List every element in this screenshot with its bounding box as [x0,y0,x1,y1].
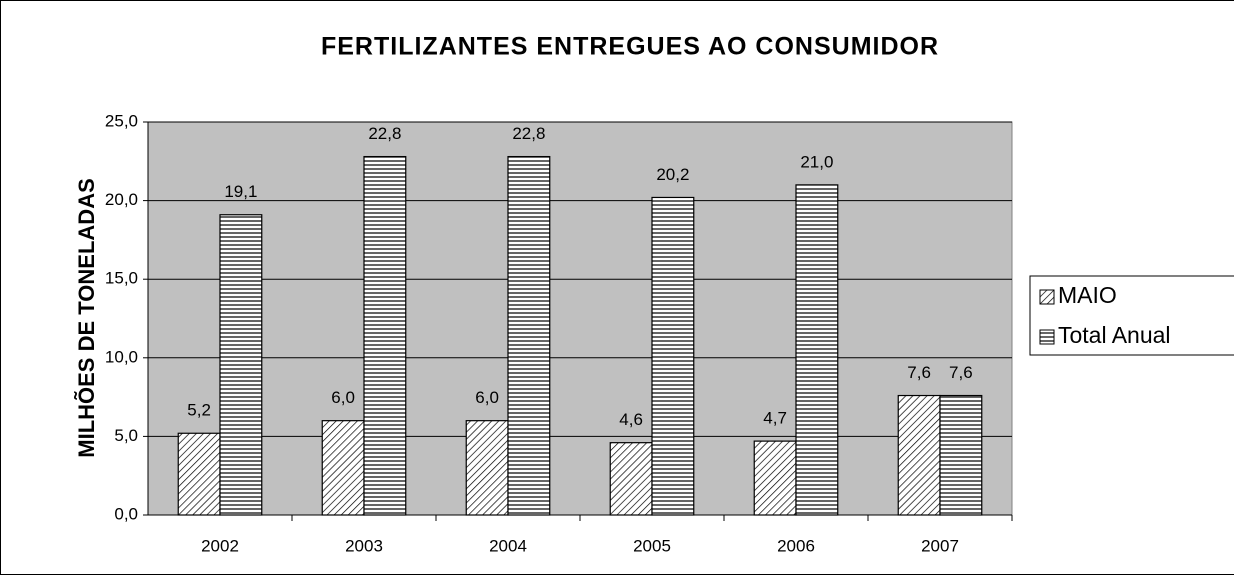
bar [651,196,695,516]
x-tick-label: 2004 [489,536,527,555]
data-label: 6,0 [475,388,499,407]
data-label: 7,6 [907,363,931,382]
bar [219,214,263,516]
y-tick-label: 10,0 [105,347,138,366]
bar [609,442,653,516]
data-label: 4,7 [763,409,787,428]
bar [465,420,509,516]
bar [363,155,407,516]
data-label: 20,2 [656,165,689,184]
bar [795,184,839,516]
bar [753,440,797,516]
bar [177,432,221,516]
data-label: 21,0 [800,152,833,171]
y-tick-label: 5,0 [114,426,138,445]
data-label: 7,6 [949,363,973,382]
bar [897,394,941,516]
plot-area [147,121,1013,516]
data-label: 19,1 [224,182,257,201]
x-tick-label: 2007 [921,536,959,555]
y-tick-label: 25,0 [105,111,138,130]
data-label: 6,0 [331,388,355,407]
legend-label: MAIO [1058,282,1117,308]
y-tick-label: 0,0 [114,504,138,523]
chart-title: FERTILIZANTES ENTREGUES AO CONSUMIDOR [321,33,939,61]
data-label: 4,6 [619,410,643,429]
legend [1029,275,1234,356]
x-tick-label: 2002 [201,536,239,555]
legend-label: Total Anual [1058,322,1171,348]
x-tick-label: 2003 [345,536,383,555]
bar [507,155,551,516]
data-label: 22,8 [512,124,545,143]
bar [321,420,365,516]
data-label: 5,2 [187,401,211,420]
legend-swatch [1039,329,1055,345]
x-tick-label: 2006 [777,536,815,555]
x-tick-label: 2005 [633,536,671,555]
legend-swatch [1039,289,1055,305]
y-tick-label: 20,0 [105,190,138,209]
y-axis-label: MILHÕES DE TONELADAS [74,178,99,458]
bar [939,394,983,516]
data-label: 22,8 [368,124,401,143]
y-tick-label: 15,0 [105,269,138,288]
